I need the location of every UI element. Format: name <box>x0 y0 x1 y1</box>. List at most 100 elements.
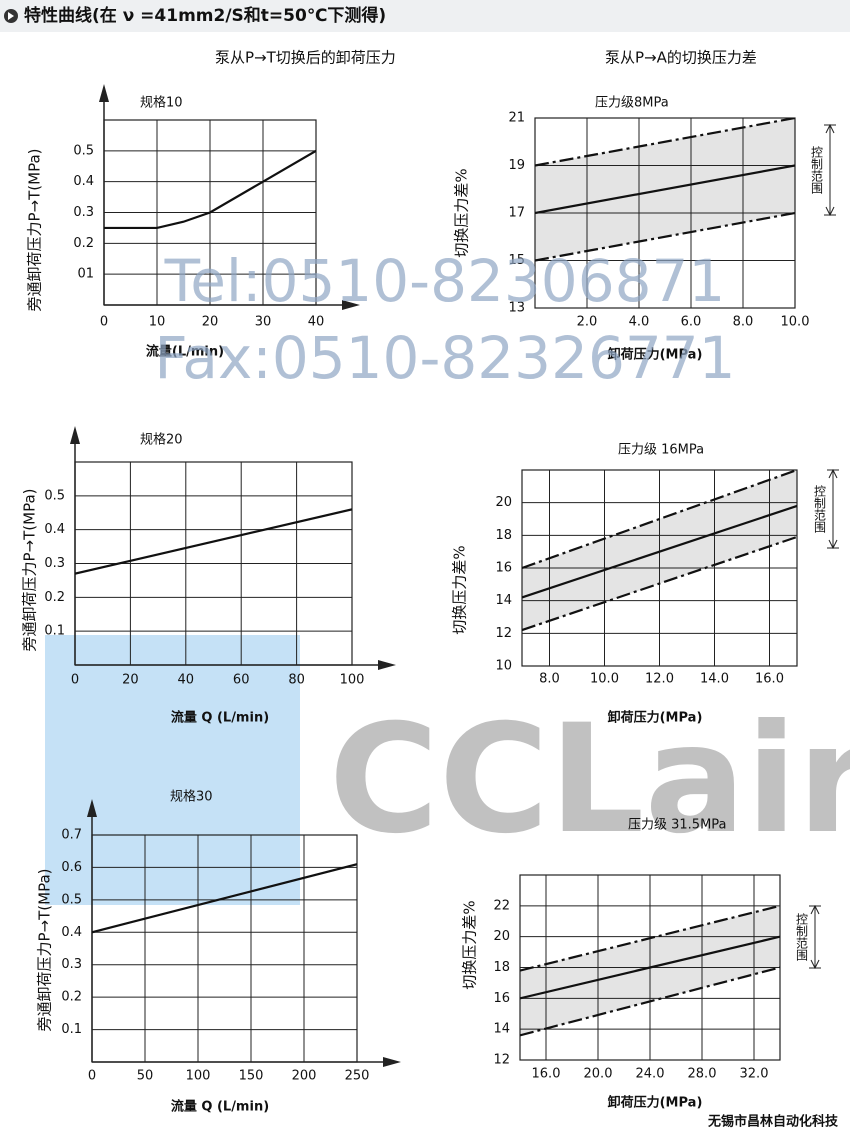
y-tick-label: 13 <box>508 301 525 316</box>
y-tick-label: 0.5 <box>61 892 82 907</box>
x-tick-label: 10.0 <box>781 315 810 330</box>
data-line <box>520 935 780 1000</box>
y-tick-label: 0.4 <box>44 522 65 537</box>
annotation: 控制范围 <box>795 913 809 961</box>
chart-title: 泵从P→T切换后的卸荷压力 <box>215 49 396 67</box>
y-tick-label: 19 <box>508 158 525 173</box>
x-tick-label: 100 <box>340 673 365 688</box>
y-tick-label: 0.3 <box>44 556 65 571</box>
x-tick-label: 6.0 <box>681 315 702 330</box>
y-tick-label: 22 <box>493 898 510 913</box>
x-tick-label: 12.0 <box>645 672 674 687</box>
range-bracket <box>824 123 836 217</box>
data-line <box>535 118 795 167</box>
x-tick-label: 20 <box>122 673 139 688</box>
footer: 无锡市昌林自动化科技 <box>707 1114 839 1130</box>
x-tick-label: 28.0 <box>688 1067 717 1082</box>
y-tick-label: 0.5 <box>44 488 65 503</box>
arrow-head <box>87 799 97 817</box>
x-tick-label: 80 <box>288 673 305 688</box>
data-line <box>522 535 797 632</box>
x-tick-label: 8.0 <box>733 315 754 330</box>
y-tick-label: 15 <box>508 253 525 268</box>
x-tick-label: 60 <box>233 673 250 688</box>
y-tick-label: 16 <box>493 991 510 1006</box>
annotation: 控制范围 <box>813 485 827 533</box>
y-tick-label: 0.7 <box>61 828 82 843</box>
x-axis-label: 卸荷压力(MPa) <box>608 347 703 363</box>
chart-subtitle: 压力级 16MPa <box>618 443 704 458</box>
chart-title: 泵从P→A的切换压力差 <box>605 49 757 67</box>
data-line <box>522 470 797 570</box>
x-tick-label: 150 <box>239 1069 264 1084</box>
x-tick-label: 10.0 <box>590 672 619 687</box>
arrow-head <box>383 1057 401 1067</box>
y-tick-label: 0.2 <box>61 990 82 1005</box>
range-bracket <box>809 904 821 970</box>
x-tick-label: 8.0 <box>539 672 560 687</box>
chart: 压力级 31.5MPa 切换压力差% 卸荷压力(MPa) 16.0 20.0 24.0 28… <box>461 818 821 1111</box>
y-tick-label: 0.4 <box>61 925 82 940</box>
header-bar <box>0 0 850 32</box>
y-tick-label: 20 <box>493 929 510 944</box>
page-title: 特性曲线(在 ν =41mm2/S和t=50℃下测得) <box>24 5 386 26</box>
x-tick-label: 200 <box>292 1069 317 1084</box>
x-tick-label: 30 <box>255 315 272 330</box>
arrow-head <box>342 300 360 310</box>
x-tick-label: 50 <box>137 1069 154 1084</box>
data-line <box>535 164 795 215</box>
y-tick-label: 0.1 <box>61 1022 82 1037</box>
y-axis-label: 切换压力差% <box>453 168 471 257</box>
x-tick-label: 2.0 <box>577 315 598 330</box>
y-tick-label: 0.3 <box>73 205 94 220</box>
x-axis-label: 流量 Q (L/min) <box>171 710 269 726</box>
x-tick-label: 0 <box>100 315 108 330</box>
x-tick-label: 40 <box>308 315 325 330</box>
y-tick-label: 0.1 <box>44 624 65 639</box>
y-tick-label: 12 <box>493 1053 510 1068</box>
x-tick-label: 32.0 <box>740 1067 769 1082</box>
y-tick-label: 14 <box>493 1022 510 1037</box>
x-tick-label: 10 <box>149 315 166 330</box>
arrow-head <box>99 84 109 102</box>
y-tick-label: 21 <box>508 111 525 126</box>
x-axis-label: 卸荷压力(MPa) <box>608 710 703 726</box>
data-line <box>520 904 780 972</box>
x-tick-label: 16.0 <box>532 1067 561 1082</box>
y-tick-label: 10 <box>495 659 512 674</box>
y-tick-label: 0.6 <box>61 860 82 875</box>
arrow-head <box>70 426 80 444</box>
logo-block <box>45 635 300 905</box>
watermark-logo: CCLair <box>329 693 850 867</box>
chart-subtitle: 压力级 31.5MPa <box>628 818 727 833</box>
range-bracket <box>827 468 839 550</box>
data-line <box>75 508 352 575</box>
chart: 规格20 旁通卸荷压力P→T(MPa) 流量 Q (L/min) 0 20 40 60 80 1… <box>21 426 396 726</box>
chart-subtitle: 规格30 <box>170 789 213 805</box>
annotation: 控制范围 <box>810 146 824 194</box>
y-axis-label: 旁通卸荷压力P→T(MPa) <box>36 869 54 1032</box>
chart: 规格30 旁通卸荷压力P→T(MPa) 流量 Q (L/min) 0 50 100 150 2… <box>36 789 401 1115</box>
y-tick-label: 20 <box>495 495 512 510</box>
y-tick-label: 01 <box>77 267 94 282</box>
watermark-tel: Tel:0510-82306871 <box>164 247 726 315</box>
x-tick-label: 24.0 <box>636 1067 665 1082</box>
chart-subtitle: 压力级8MPa <box>595 96 669 111</box>
arrow-head <box>378 660 396 670</box>
data-line <box>104 149 316 230</box>
bullet-arrow <box>8 12 14 20</box>
x-tick-label: 20.0 <box>584 1067 613 1082</box>
y-tick-label: 16 <box>495 561 512 576</box>
x-tick-label: 14.0 <box>700 672 729 687</box>
y-tick-label: 18 <box>495 528 512 543</box>
y-tick-label: 0.5 <box>73 143 94 158</box>
data-line <box>92 863 357 934</box>
x-tick-label: 4.0 <box>629 315 650 330</box>
x-tick-label: 16.0 <box>755 672 784 687</box>
y-tick-label: 0.2 <box>44 590 65 605</box>
data-line <box>520 966 780 1037</box>
y-axis-label: 旁通卸荷压力P→T(MPa) <box>21 489 39 652</box>
x-axis-label: 流量(L/min) <box>146 344 224 360</box>
